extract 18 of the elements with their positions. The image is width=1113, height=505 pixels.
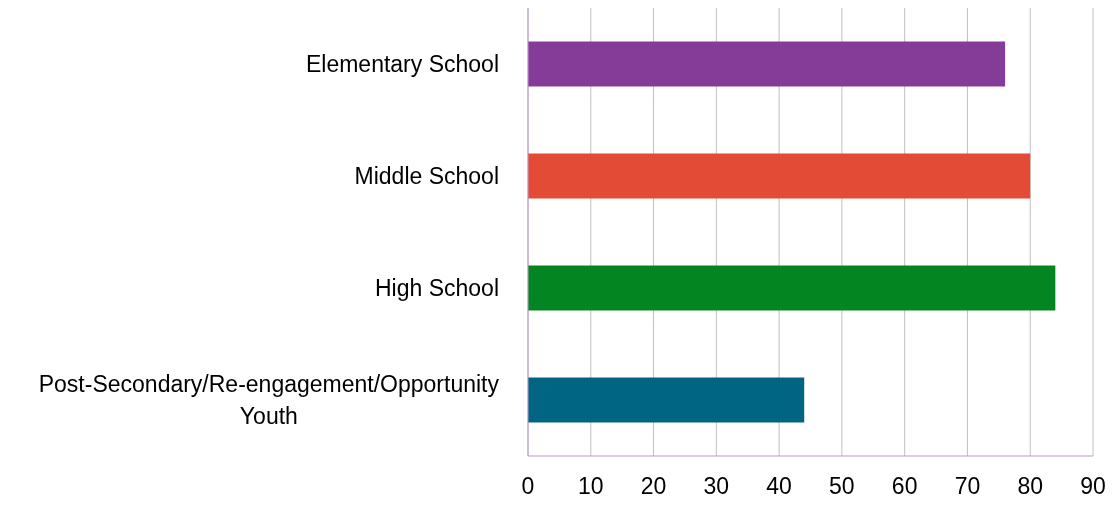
x-tick-label: 10	[577, 473, 604, 500]
bar	[528, 377, 805, 423]
x-tick-label: 90	[1080, 473, 1106, 500]
x-tick-label: 80	[1017, 473, 1044, 500]
x-tick-label: 40	[766, 473, 792, 500]
x-tick-label: 20	[640, 473, 667, 500]
x-tick-label: 60	[891, 473, 918, 500]
y-tick-label: High School	[374, 275, 500, 302]
x-tick-label: 0	[521, 473, 535, 500]
y-tick-label: Middle School	[354, 163, 499, 190]
bar	[528, 265, 1056, 311]
bar	[528, 41, 1006, 87]
x-tick-label: 50	[829, 473, 855, 500]
x-tick-label: 30	[703, 473, 730, 500]
bar	[528, 153, 1031, 199]
y-tick-label: Elementary School	[305, 51, 499, 78]
y-tick-label: Post-Secondary/Re-engagement/Opportunity Youth	[38, 371, 500, 429]
x-tick-label: 70	[954, 473, 981, 500]
